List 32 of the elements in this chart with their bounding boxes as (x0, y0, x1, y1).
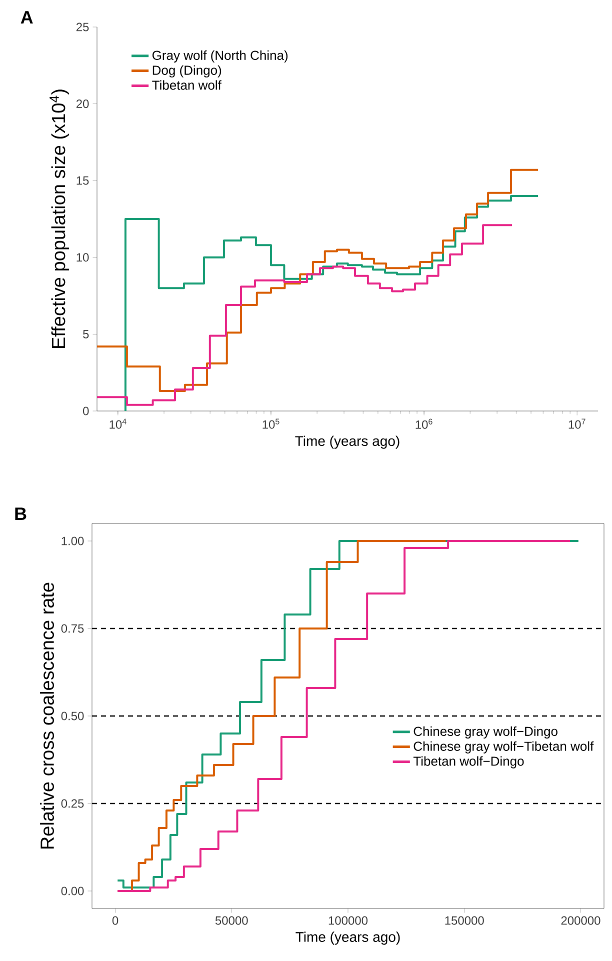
x-tick-label: 10$^{4}$ (110, 418, 126, 429)
x-tick-label: 100000 (328, 916, 368, 925)
y-tick-label: 0.75 (61, 624, 84, 633)
y-tick-label: 10 (76, 253, 89, 262)
x-tick-label: 10$^{6}$ (416, 418, 432, 429)
y-tick-label: 20 (76, 100, 89, 108)
legend-label: Chinese gray wolf−Dingo (414, 726, 558, 739)
text: B (15, 508, 26, 520)
legend-label: Dog (Dingo) (152, 65, 222, 78)
y-tick-label: 0.00 (61, 886, 84, 896)
legend-label: Gray wolf (North China) (152, 50, 288, 63)
y-axis-title: Relative cross coalescence rate (40, 582, 54, 849)
y-tick-label: 0.50 (61, 712, 84, 720)
y-tick-label: 0.25 (61, 799, 84, 808)
legend-label: Tibetan wolf−Dingo (413, 756, 524, 768)
x-tick-label: 50000 (215, 916, 248, 925)
legend-label: Chinese gray wolf−Tibetan wolf (414, 741, 594, 754)
y-tick-label: 1.00 (62, 536, 84, 546)
x-tick-label: 200000 (561, 916, 600, 925)
y-tick-label: 5 (83, 330, 89, 338)
x-axis-title: Time (years ago) (296, 932, 400, 945)
text: A (20, 11, 33, 24)
x-axis-title: Time (years ago) (295, 436, 400, 449)
y-tick-label: 0 (83, 406, 89, 416)
x-tick-label: 10$^{7}$ (568, 418, 586, 429)
y-axis-title: Effective population size (x10$^{4}$) (50, 90, 69, 348)
x-tick-label: 0 (112, 916, 118, 925)
legend-label: Tibetan wolf (152, 80, 222, 90)
y-tick-label: 15 (76, 176, 89, 185)
x-tick-label: 150000 (445, 916, 484, 925)
x-tick-label: 10$^{5}$ (262, 418, 280, 429)
y-tick-label: 25 (76, 22, 89, 32)
